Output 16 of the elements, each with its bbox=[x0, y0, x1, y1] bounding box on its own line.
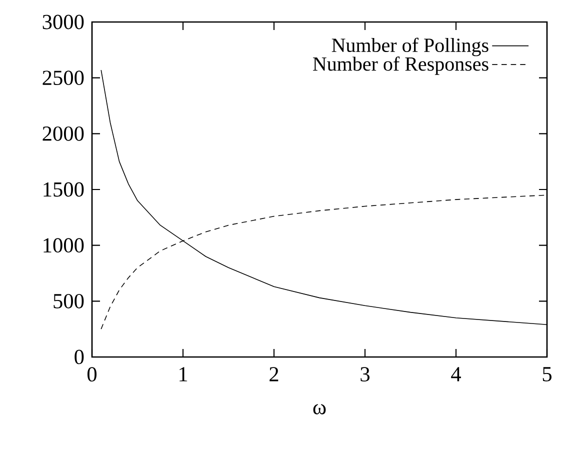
legend-label: Number of Responses bbox=[313, 56, 488, 75]
x-tick-label: 5 bbox=[542, 367, 552, 382]
legend-label: Number of Pollings bbox=[332, 38, 488, 56]
x-tick-label: 0 bbox=[87, 367, 97, 382]
y-tick-label: 0 bbox=[74, 350, 84, 364]
x-tick-label: 2 bbox=[270, 367, 278, 382]
y-tick-label: 1000 bbox=[44, 238, 84, 253]
y-tick-label: 2500 bbox=[42, 70, 84, 86]
x-tick-label: 1 bbox=[180, 367, 188, 382]
y-tick-label: 3000 bbox=[42, 14, 84, 30]
x-tick-label: 3 bbox=[360, 367, 370, 382]
x-tick-label: 4 bbox=[451, 367, 461, 382]
y-tick-label: 500 bbox=[54, 294, 84, 308]
y-tick-label: 2000 bbox=[42, 126, 84, 141]
x-axis-title: ω bbox=[313, 404, 326, 414]
y-tick-label: 1500 bbox=[44, 182, 84, 197]
